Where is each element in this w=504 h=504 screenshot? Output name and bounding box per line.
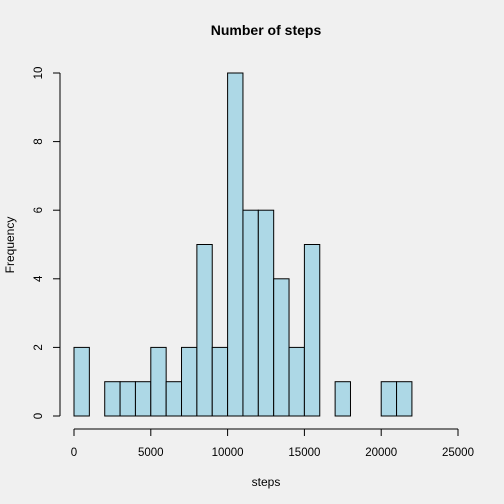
histogram-bar — [73, 346, 90, 417]
histogram-bar — [211, 346, 229, 417]
y-tick-label: 2 — [33, 344, 45, 350]
y-tick-label: 10 — [33, 67, 45, 80]
histogram-bar — [181, 346, 198, 417]
x-tick-label: 25000 — [442, 447, 474, 459]
histogram-bar — [119, 381, 136, 417]
y-axis: 0 2 4 6 8 10 — [33, 67, 61, 419]
histogram-bar — [288, 346, 305, 417]
x-axis: 0 5000 10000 15000 20000 25000 — [71, 428, 474, 459]
y-tick-label: 6 — [33, 207, 45, 213]
x-axis-label: steps — [252, 475, 281, 489]
chart-title: Number of steps — [211, 22, 322, 38]
histogram-bar — [165, 381, 183, 417]
histogram-bar — [196, 244, 213, 417]
bars-group — [73, 72, 413, 417]
x-tick-label: 20000 — [365, 447, 397, 459]
x-tick-label: 0 — [71, 447, 77, 459]
histogram-bar — [227, 72, 244, 417]
histogram-bar — [334, 381, 351, 417]
histogram-bar — [134, 381, 152, 417]
y-tick-label: 8 — [33, 138, 45, 144]
x-tick-label: 10000 — [212, 447, 244, 459]
y-tick-label: 0 — [33, 413, 45, 419]
x-tick-label: 5000 — [138, 447, 164, 459]
histogram-bar — [396, 381, 413, 417]
histogram-bar — [273, 278, 290, 417]
y-tick-label: 4 — [33, 275, 45, 282]
histogram-bar — [242, 209, 259, 417]
histogram-bar — [380, 381, 398, 417]
x-tick-label: 15000 — [288, 447, 320, 459]
histogram-bar — [303, 244, 321, 417]
histogram-bar — [150, 346, 167, 417]
y-axis-label: Frequency — [3, 217, 17, 274]
histogram-bar — [257, 209, 275, 417]
histogram-bar — [104, 381, 121, 417]
